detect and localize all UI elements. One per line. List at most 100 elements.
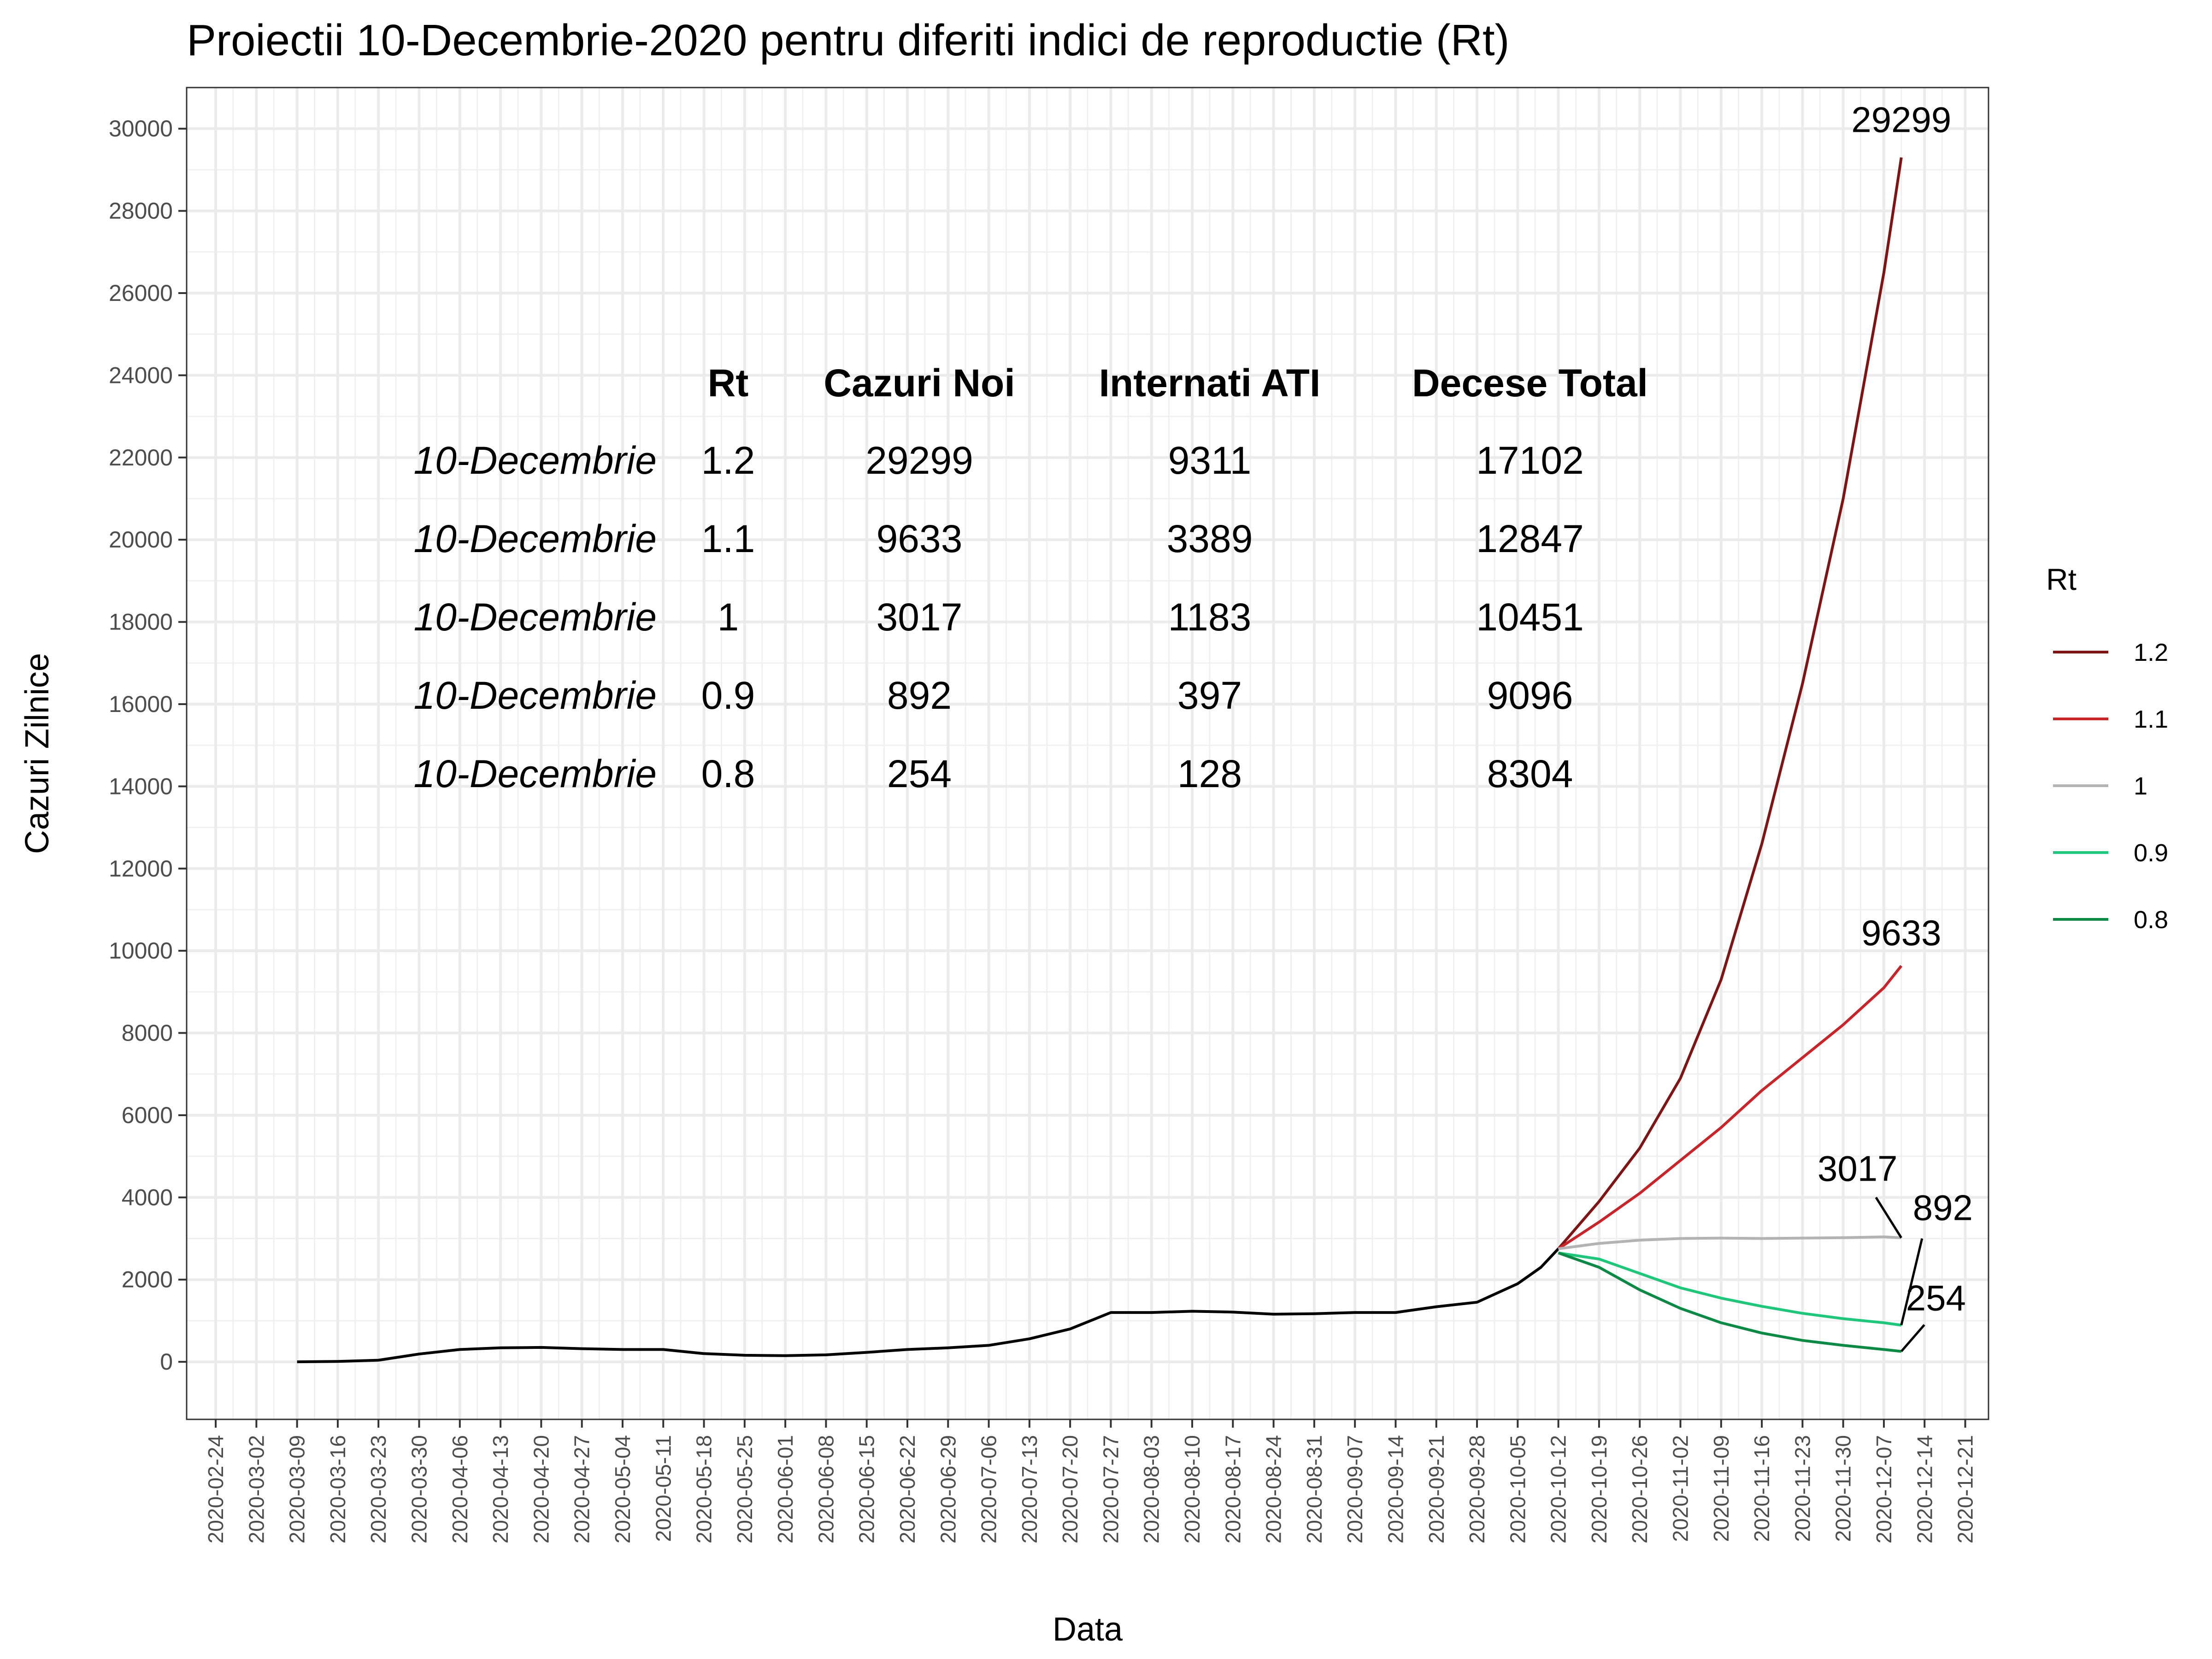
axes: 0 2000 4000 6000 8000 10000 12000 14000 16000 180…: [109, 116, 1977, 1543]
table-cell-ati: 9311: [1168, 439, 1252, 482]
x-tick-label: 2020-12-07: [1872, 1435, 1896, 1543]
end-label-rt-1.2: 29299: [1851, 100, 1951, 140]
y-tick-label: 10000: [109, 938, 173, 964]
x-tick-label: 2020-12-21: [1953, 1435, 1977, 1543]
table-cell-cazuri: 9633: [877, 517, 963, 560]
series-line-rt-0.8: [1558, 1251, 1902, 1353]
y-tick-label: 18000: [109, 609, 173, 635]
x-tick-label: 2020-04-27: [570, 1435, 594, 1543]
table-cell-ati: 397: [1177, 674, 1242, 717]
table-cell-date: 10-Decembrie: [413, 595, 657, 639]
table-cell-decese: 8304: [1487, 752, 1573, 795]
y-tick-label: 0: [160, 1349, 173, 1375]
x-tick-label: 2020-02-24: [204, 1435, 228, 1543]
x-tick-label: 2020-06-08: [814, 1435, 838, 1543]
table-cell-ati: 128: [1177, 752, 1242, 795]
legend: Rt 1.2 1.1 1 0.9 0.8: [2046, 562, 2168, 934]
x-tick-label: 2020-08-31: [1302, 1435, 1326, 1543]
legend-label-rt-0.9: 0.9: [2134, 839, 2168, 867]
end-label-rt-1.1: 9633: [1861, 912, 1941, 953]
x-tick-label: 2020-11-09: [1709, 1435, 1733, 1542]
y-tick-label: 16000: [109, 691, 173, 717]
x-tick-label: 2020-09-07: [1343, 1435, 1367, 1543]
table-header: Rt: [708, 361, 749, 405]
table-cell-decese: 10451: [1476, 595, 1584, 639]
table-cell-rt: 1.1: [701, 517, 755, 560]
end-label-leader: [1900, 1324, 1925, 1353]
chart-title: Proiectii 10-Decembrie-2020 pentru difer…: [187, 16, 1510, 65]
x-tick-label: 2020-04-20: [529, 1435, 553, 1543]
x-tick-label: 2020-11-16: [1750, 1435, 1774, 1542]
table-cell-rt: 0.9: [701, 674, 755, 717]
x-tick-label: 2020-05-04: [611, 1435, 635, 1543]
x-tick-label: 2020-10-19: [1587, 1435, 1611, 1543]
table-cell-date: 10-Decembrie: [413, 674, 657, 717]
x-tick-label: 2020-11-30: [1831, 1435, 1855, 1542]
legend-title: Rt: [2046, 562, 2077, 596]
panel-border: [186, 87, 1989, 1420]
table-cell-date: 10-Decembrie: [413, 439, 657, 482]
y-tick-label: 28000: [109, 198, 173, 224]
annotation-table: Rt Cazuri Noi Internati ATI Decese Total 10-…: [413, 361, 1648, 795]
x-tick-label: 2020-06-15: [855, 1435, 879, 1543]
table-cell-date: 10-Decembrie: [413, 752, 657, 795]
table-cell-cazuri: 254: [887, 752, 952, 795]
x-tick-label: 2020-05-11: [651, 1435, 675, 1542]
x-tick-label: 2020-10-12: [1547, 1435, 1571, 1543]
end-label-rt-1: 3017: [1818, 1148, 1898, 1189]
end-label-rt-0.9: 892: [1913, 1187, 1973, 1228]
y-tick-label: 20000: [109, 527, 173, 553]
x-tick-label: 2020-07-13: [1018, 1435, 1041, 1543]
table-cell-rt: 1: [718, 595, 739, 639]
table-cell-ati: 3389: [1167, 517, 1253, 560]
x-tick-label: 2020-06-29: [936, 1435, 960, 1543]
observed-series-line: [297, 1247, 1559, 1364]
series-layer: [297, 157, 1903, 1364]
x-axis-title: Data: [1053, 1611, 1123, 1648]
table-cell-cazuri: 29299: [865, 439, 973, 482]
table-cell-cazuri: 3017: [877, 595, 963, 639]
y-tick-label: 26000: [109, 280, 173, 306]
x-tick-label: 2020-12-14: [1912, 1435, 1936, 1543]
end-label-leader: [1900, 1238, 1924, 1326]
table-cell-date: 10-Decembrie: [413, 517, 657, 560]
x-tick-label: 2020-03-09: [285, 1435, 309, 1543]
x-tick-label: 2020-05-18: [692, 1435, 716, 1543]
table-cell-decese: 12847: [1476, 517, 1584, 560]
y-tick-label: 30000: [109, 116, 173, 141]
table-header: Cazuri Noi: [824, 361, 1015, 405]
x-tick-label: 2020-05-25: [733, 1435, 757, 1543]
x-tick-label: 2020-07-06: [977, 1435, 1001, 1543]
legend-label-rt-0.8: 0.8: [2134, 906, 2168, 934]
x-tick-label: 2020-08-03: [1140, 1435, 1164, 1543]
x-tick-label: 2020-07-20: [1058, 1435, 1082, 1543]
y-tick-label: 14000: [109, 773, 173, 799]
table-header: Internati ATI: [1099, 361, 1321, 405]
x-tick-label: 2020-04-06: [448, 1435, 472, 1543]
table-cell-ati: 1183: [1168, 595, 1252, 639]
y-tick-label: 22000: [109, 445, 173, 471]
x-tick-label: 2020-09-28: [1465, 1435, 1489, 1543]
x-tick-label: 2020-10-26: [1628, 1435, 1652, 1543]
x-tick-label: 2020-06-22: [895, 1435, 919, 1543]
series-line-rt-0.9: [1558, 1251, 1902, 1327]
legend-label-rt-1: 1: [2134, 772, 2147, 800]
end-labels: 29299 9633 3017 892 254: [1818, 100, 1973, 1353]
end-label-rt-0.8: 254: [1906, 1278, 1966, 1318]
y-tick-label: 24000: [109, 362, 173, 388]
series-line-rt-1.1: [1557, 965, 1903, 1250]
y-tick-label: 6000: [122, 1102, 173, 1128]
x-tick-label: 2020-07-27: [1099, 1435, 1123, 1543]
x-tick-label: 2020-03-23: [366, 1435, 390, 1543]
table-cell-decese: 9096: [1487, 674, 1573, 717]
legend-label-rt-1.2: 1.2: [2134, 639, 2168, 666]
x-tick-label: 2020-03-16: [326, 1435, 350, 1543]
x-tick-label: 2020-08-17: [1221, 1435, 1245, 1543]
x-tick-label: 2020-08-10: [1180, 1435, 1204, 1543]
series-line-rt-1: [1558, 1235, 1901, 1250]
x-tick-label: 2020-09-14: [1383, 1435, 1407, 1543]
legend-label-rt-1.1: 1.1: [2134, 706, 2168, 733]
x-tick-label: 2020-03-30: [407, 1435, 431, 1543]
x-tick-label: 2020-09-21: [1424, 1435, 1448, 1543]
